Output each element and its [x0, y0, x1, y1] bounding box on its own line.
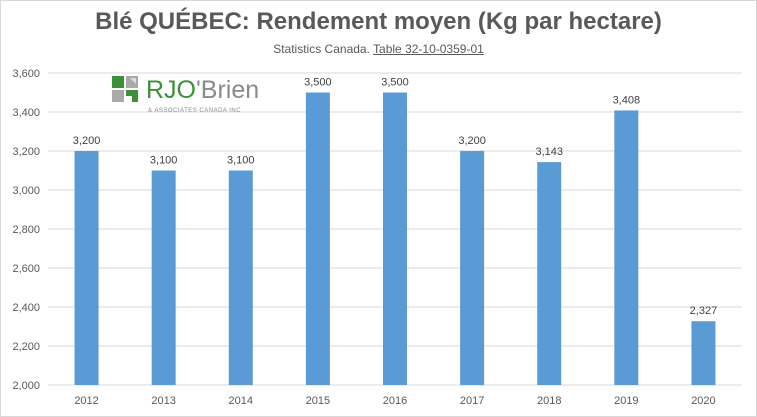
- logo-wordmark: RJO'Brien: [146, 76, 259, 105]
- y-tick-label: 2,200: [12, 341, 40, 353]
- bar-2014: [228, 170, 253, 385]
- logo-brand-right: Brien: [200, 76, 260, 104]
- subtitle-source: Statistics Canada.: [273, 42, 374, 56]
- data-label: 3,100: [150, 155, 178, 167]
- y-tick-label: 3,200: [12, 146, 40, 158]
- y-tick-label: 2,000: [12, 380, 40, 392]
- logo-mark-icon: [112, 76, 138, 102]
- rjo-brien-logo: RJO'Brien & ASSOCIATES CANADA INC: [110, 72, 270, 122]
- x-tick-label: 2013: [151, 395, 175, 407]
- bar-2020: [691, 321, 716, 385]
- data-label: 2,327: [690, 305, 718, 317]
- bar-2018: [537, 162, 562, 385]
- data-label: 3,200: [458, 135, 486, 147]
- data-label: 3,500: [381, 77, 409, 89]
- y-tick-label: 2,800: [12, 224, 40, 236]
- logo-apostrophe: ': [196, 76, 201, 104]
- logo-tagline: & ASSOCIATES CANADA INC: [148, 108, 242, 114]
- y-tick-label: 2,400: [12, 302, 40, 314]
- bars: [74, 92, 716, 385]
- chart-title: Blé QUÉBEC: Rendement moyen (Kg par hect…: [95, 8, 662, 35]
- y-axis-tick-labels: 2,000 2,200 2,400 2,600 2,800 3,000 3,200 3,400…: [12, 68, 40, 392]
- bar-2016: [383, 92, 407, 385]
- x-tick-label: 2014: [229, 395, 253, 407]
- bar-2013: [151, 170, 176, 385]
- x-tick-label: 2017: [460, 395, 484, 407]
- x-tick-label: 2020: [691, 395, 715, 407]
- subtitle-table-link[interactable]: Table 32-10-0359-01: [373, 42, 484, 56]
- data-label: 3,143: [535, 146, 563, 158]
- bar-2012: [74, 151, 99, 385]
- data-label: 3,200: [73, 135, 101, 147]
- bar-2019: [614, 110, 639, 385]
- logo-brand-left: RJO: [146, 76, 196, 104]
- x-tick-label: 2016: [383, 395, 407, 407]
- x-tick-label: 2012: [74, 395, 98, 407]
- data-label: 3,500: [304, 77, 332, 89]
- x-axis-tick-labels: 2012 2013 2014 2015 2016 2017 2018 2019 2020: [74, 395, 715, 407]
- bar-2017: [460, 151, 485, 385]
- y-tick-label: 2,600: [12, 263, 40, 275]
- x-tick-label: 2015: [306, 395, 330, 407]
- data-label: 3,408: [613, 94, 641, 106]
- x-tick-label: 2019: [614, 395, 638, 407]
- chart-subtitle: Statistics Canada. Table 32-10-0359-01: [0, 42, 757, 56]
- bar-2015: [305, 92, 330, 385]
- y-tick-label: 3,400: [12, 107, 40, 119]
- data-label: 3,100: [227, 155, 255, 167]
- y-tick-label: 3,600: [12, 68, 40, 80]
- x-tick-label: 2018: [537, 395, 561, 407]
- y-tick-label: 3,000: [12, 185, 40, 197]
- data-labels: 3,200 3,100 3,100 3,500 3,500 3,200 3,143 3,408…: [73, 77, 717, 318]
